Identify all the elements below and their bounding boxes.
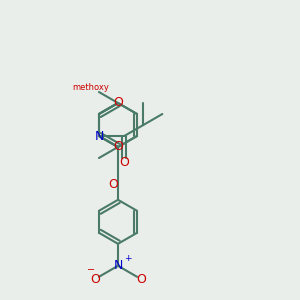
Text: O: O: [108, 178, 118, 191]
Text: O: O: [136, 273, 146, 286]
Text: −: −: [87, 265, 95, 275]
Text: N: N: [94, 130, 104, 142]
Text: O: O: [90, 273, 100, 286]
Text: O: O: [119, 157, 129, 169]
Text: methoxy: methoxy: [73, 82, 110, 91]
Text: O: O: [113, 140, 123, 154]
Text: +: +: [124, 254, 131, 263]
Text: N: N: [113, 259, 123, 272]
Text: O: O: [113, 97, 123, 110]
